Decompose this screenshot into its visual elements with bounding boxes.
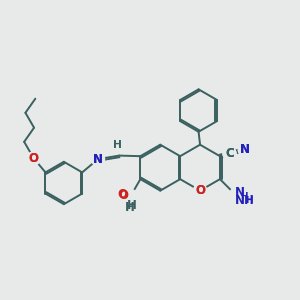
Text: C: C (225, 147, 234, 160)
Circle shape (92, 153, 104, 166)
Text: O: O (195, 184, 205, 197)
Circle shape (223, 147, 236, 160)
Text: O: O (29, 152, 39, 165)
Text: H: H (124, 201, 134, 214)
Text: N: N (240, 143, 250, 156)
Circle shape (194, 184, 206, 197)
Text: NH: NH (235, 194, 255, 207)
Circle shape (238, 143, 251, 156)
Text: N: N (235, 186, 245, 199)
Text: N: N (240, 143, 250, 156)
Circle shape (92, 153, 104, 166)
Circle shape (27, 152, 40, 165)
Text: N: N (93, 153, 103, 166)
Circle shape (194, 184, 206, 197)
Circle shape (121, 189, 138, 206)
Circle shape (238, 143, 251, 156)
Text: H: H (113, 140, 122, 150)
Text: H: H (245, 196, 252, 205)
Text: O: O (29, 152, 39, 165)
Text: H: H (128, 199, 137, 212)
Circle shape (230, 187, 246, 203)
Text: O: O (195, 184, 205, 197)
Text: O: O (117, 188, 127, 201)
Text: C: C (225, 147, 234, 160)
Text: N: N (93, 153, 103, 166)
Text: O: O (118, 189, 128, 202)
Circle shape (223, 147, 236, 160)
Text: H: H (240, 192, 247, 201)
Circle shape (27, 152, 40, 165)
